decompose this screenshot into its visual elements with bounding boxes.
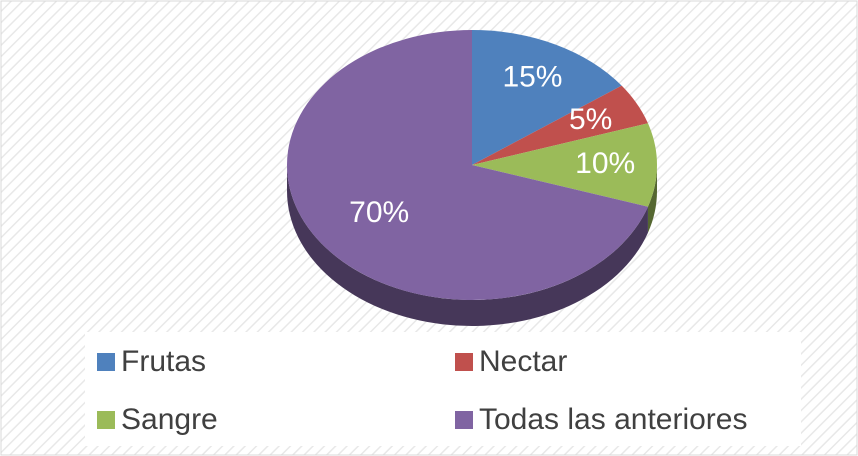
legend-swatch: [455, 411, 473, 429]
legend-swatch: [97, 411, 115, 429]
data-label: 15%: [502, 60, 562, 93]
legend-label: Todas las anteriores: [479, 403, 747, 436]
slice: [472, 30, 622, 165]
slice-side: [287, 165, 648, 326]
legend-box: [85, 332, 801, 446]
legend-swatch: [97, 353, 115, 371]
data-label: 5%: [569, 103, 612, 136]
data-label: 10%: [575, 147, 635, 180]
legend-label: Frutas: [121, 345, 206, 378]
legend-swatch: [455, 353, 473, 371]
slice: [472, 85, 648, 165]
legend-label: Sangre: [121, 403, 218, 436]
slice-side: [647, 165, 657, 233]
data-label: 70%: [349, 196, 409, 229]
slice: [287, 30, 648, 301]
slice: [472, 123, 657, 207]
legend-label: Nectar: [479, 345, 567, 378]
